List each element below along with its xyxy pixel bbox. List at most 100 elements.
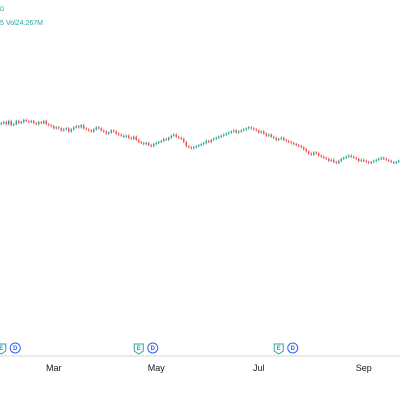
- earnings-badge[interactable]: E: [133, 343, 144, 355]
- candle-body: [290, 142, 292, 144]
- badge-letter: E: [0, 346, 3, 352]
- dividend-badge[interactable]: D: [287, 342, 299, 354]
- candle-body: [10, 121, 12, 126]
- candle: [83, 123, 85, 130]
- candle: [53, 124, 55, 130]
- candle: [328, 157, 330, 163]
- candle-body: [268, 134, 270, 136]
- candle-body: [33, 121, 35, 124]
- candle-body: [118, 133, 120, 135]
- earnings-badge[interactable]: E: [0, 343, 7, 355]
- candle: [103, 129, 105, 133]
- candle-body: [38, 122, 40, 125]
- earnings-badge-shape: [133, 343, 144, 355]
- candle: [63, 128, 65, 132]
- candle: [8, 119, 10, 126]
- candle-body: [388, 159, 390, 161]
- candle-body: [298, 145, 300, 147]
- candle-body: [238, 131, 240, 133]
- candle-body: [58, 127, 60, 129]
- candle-body: [223, 134, 225, 136]
- chart-legend: D 5 Vol24.267M: [0, 7, 43, 27]
- candle-body: [43, 121, 45, 124]
- candle-body: [273, 136, 275, 138]
- candle: [95, 126, 97, 131]
- candle: [3, 120, 5, 125]
- candle: [250, 126, 252, 130]
- candle-body: [178, 136, 180, 138]
- candle: [0, 121, 2, 126]
- candle: [195, 144, 197, 149]
- candle: [115, 130, 117, 135]
- candle: [15, 119, 17, 126]
- candle: [175, 133, 177, 139]
- candle-body: [40, 122, 42, 124]
- candle-body: [350, 155, 352, 157]
- candle-body: [95, 127, 97, 130]
- candle-body: [133, 136, 135, 139]
- candle-body: [0, 123, 2, 125]
- candle: [338, 159, 340, 165]
- candle-body: [293, 143, 295, 145]
- candle-body: [85, 128, 87, 130]
- candle-body: [363, 159, 365, 161]
- candle-body: [145, 143, 147, 145]
- candle: [265, 132, 267, 137]
- candle: [43, 119, 45, 125]
- candle: [85, 127, 87, 131]
- candle: [240, 129, 242, 133]
- candle: [200, 142, 202, 147]
- dividend-badge[interactable]: D: [147, 342, 159, 354]
- badge-letter: E: [277, 346, 281, 352]
- candle: [398, 159, 400, 164]
- candle: [150, 143, 152, 148]
- dividend-badge-shape: [9, 342, 21, 354]
- candle: [308, 150, 310, 155]
- candle-body: [48, 124, 50, 126]
- candle-body: [230, 131, 232, 133]
- candle-body: [255, 129, 257, 131]
- candle: [390, 159, 392, 164]
- candle-body: [205, 140, 207, 144]
- candle-body: [78, 126, 80, 128]
- candle: [180, 136, 182, 141]
- candle: [378, 157, 380, 162]
- candle-body: [73, 127, 75, 130]
- candle-body: [383, 157, 385, 159]
- candle-body: [105, 131, 107, 134]
- candle-body: [93, 129, 95, 132]
- candle: [340, 157, 342, 163]
- candle: [388, 158, 390, 163]
- candle: [123, 134, 125, 139]
- candle-body: [278, 138, 280, 140]
- candle: [80, 123, 82, 129]
- candle: [68, 127, 70, 133]
- dividend-badge[interactable]: D: [9, 342, 21, 354]
- candle: [143, 141, 145, 146]
- candle: [130, 136, 132, 141]
- candle-body: [15, 121, 17, 125]
- candle-body: [25, 119, 27, 121]
- candle: [28, 119, 30, 124]
- candle: [188, 144, 190, 149]
- candle: [333, 158, 335, 164]
- candle: [290, 140, 292, 145]
- candle-body: [335, 161, 337, 163]
- candle: [313, 151, 315, 156]
- candle: [238, 130, 240, 134]
- candle: [263, 130, 265, 135]
- candle: [243, 128, 245, 132]
- candle: [165, 137, 167, 142]
- candle-body: [158, 142, 160, 144]
- candle: [273, 135, 275, 140]
- badge-letter: D: [151, 346, 156, 352]
- candle-body: [318, 153, 320, 156]
- earnings-badge[interactable]: E: [273, 343, 284, 355]
- candle: [13, 122, 15, 127]
- candle: [168, 136, 170, 142]
- candle: [368, 160, 370, 165]
- candle-body: [375, 159, 377, 161]
- candle-body: [200, 144, 202, 146]
- candle: [113, 129, 115, 133]
